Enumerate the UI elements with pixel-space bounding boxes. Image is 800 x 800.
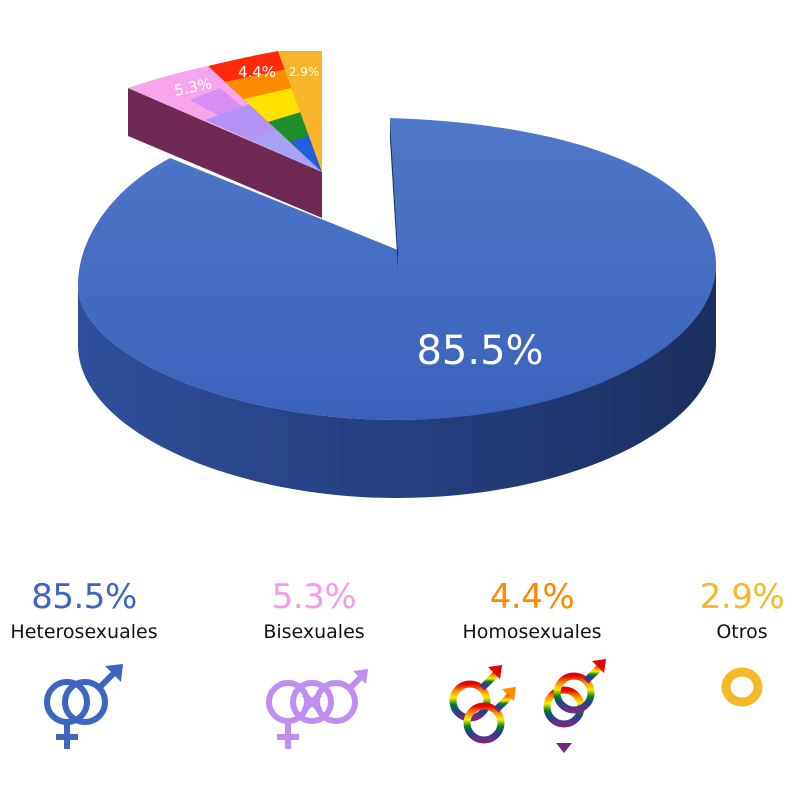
- legend-label: Homosexuales: [462, 621, 602, 643]
- wedge-side-face: [128, 88, 322, 218]
- data-label-heterosexuales: 85.5%: [416, 328, 543, 374]
- cut-face-right: [390, 118, 398, 270]
- data-label-homosexuales: 4.4%: [238, 63, 276, 81]
- data-label-otros: 2.9%: [289, 65, 320, 79]
- legend-label: Heterosexuales: [10, 621, 158, 643]
- slice-heterosexuales-side: [78, 265, 716, 498]
- legend-value: 85.5%: [31, 577, 137, 617]
- legend-item-bisexuales: 5.3% Bisexuales: [214, 575, 414, 757]
- bisexual-symbol-icon: [266, 669, 368, 749]
- legend-label: Bisexuales: [263, 621, 365, 643]
- legend-value: 5.3%: [271, 577, 357, 617]
- legend-item-homosexuales: 4.4% Homosexuales: [432, 575, 632, 757]
- legend-item-otros: 2.9% Otros: [662, 575, 800, 717]
- legend-value: 2.9%: [699, 577, 785, 617]
- slice-heterosexuales: [78, 118, 716, 420]
- legend-item-heterosexuales: 85.5% Heterosexuales: [0, 575, 184, 757]
- legend-value: 4.4%: [489, 577, 575, 617]
- gay-lesbian-symbols-icon: [449, 659, 606, 753]
- heterosexual-symbol-icon: [44, 664, 123, 749]
- pie-chart: 85.5% 5.3% 4.4% 2.9%: [78, 51, 716, 498]
- other-circle-icon: [721, 667, 763, 707]
- legend-label: Otros: [716, 621, 768, 643]
